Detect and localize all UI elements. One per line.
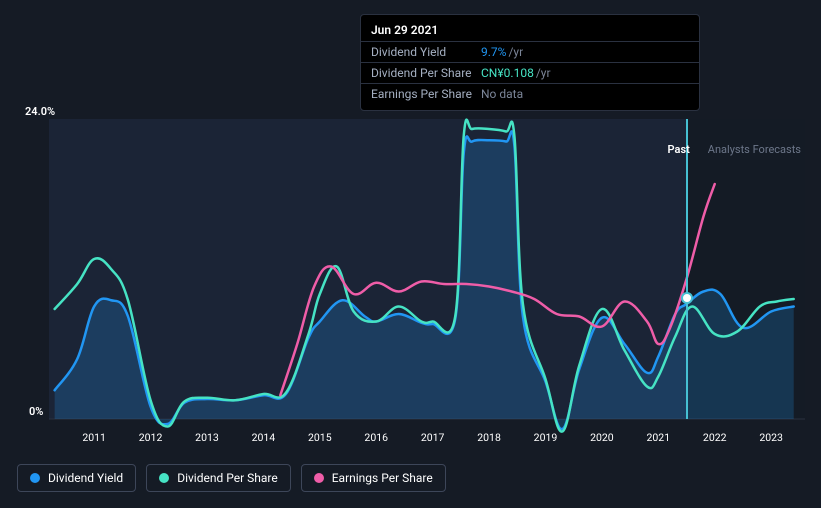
legend-dot-icon xyxy=(314,473,324,483)
tooltip-value: No data xyxy=(481,87,523,101)
tooltip-date: Jun 29 2021 xyxy=(361,21,699,41)
phase-past-label: Past xyxy=(668,143,690,156)
phase-forecast-label: Analysts Forecasts xyxy=(708,143,801,156)
legend-earnings-per-share[interactable]: Earnings Per Share xyxy=(301,464,446,492)
tooltip-row: Dividend Per Share CN¥0.108 /yr xyxy=(361,62,699,83)
legend-dividend-per-share[interactable]: Dividend Per Share xyxy=(146,464,291,492)
x-axis: 2011 2012 2013 2014 2015 2016 2017 2018 2019 2020… xyxy=(49,431,805,447)
x-axis-tick: 2021 xyxy=(647,431,671,444)
legend-label: Dividend Per Share xyxy=(177,471,278,485)
tooltip-unit: /yr xyxy=(508,45,523,59)
tooltip-label: Earnings Per Share xyxy=(371,87,481,101)
chart-svg xyxy=(49,119,805,419)
tooltip-label: Dividend Per Share xyxy=(371,66,481,80)
y-axis-max-label: 24.0% xyxy=(25,105,55,118)
tooltip-label: Dividend Yield xyxy=(371,45,481,59)
y-axis-min-label: 0% xyxy=(29,405,43,418)
tooltip-row: Dividend Yield 9.7% /yr xyxy=(361,41,699,62)
chart-container: 24.0% 0% Past Analysts Forecasts 2011201… xyxy=(17,105,805,445)
plot-area[interactable]: Past Analysts Forecasts xyxy=(49,119,805,419)
x-axis-tick: 2018 xyxy=(477,431,501,444)
legend-dot-icon xyxy=(30,473,40,483)
x-axis-tick: 2019 xyxy=(534,431,558,444)
x-axis-tick: 2022 xyxy=(703,431,727,444)
x-axis-tick: 2014 xyxy=(252,431,276,444)
legend-container: Dividend Yield Dividend Per Share Earnin… xyxy=(17,464,446,492)
phase-labels: Past Analysts Forecasts xyxy=(668,143,801,156)
legend-dividend-yield[interactable]: Dividend Yield xyxy=(17,464,136,492)
tooltip-value: 9.7% xyxy=(481,45,506,59)
cursor-vertical-line xyxy=(686,119,688,419)
legend-label: Dividend Yield xyxy=(48,471,123,485)
x-axis-tick: 2020 xyxy=(590,431,614,444)
cursor-marker xyxy=(681,292,693,304)
legend-dot-icon xyxy=(159,473,169,483)
x-axis-tick: 2015 xyxy=(308,431,332,444)
x-axis-tick: 2023 xyxy=(759,431,783,444)
chart-tooltip: Jun 29 2021 Dividend Yield 9.7% /yr Divi… xyxy=(360,14,700,111)
x-axis-tick: 2013 xyxy=(195,431,219,444)
tooltip-value: CN¥0.108 xyxy=(481,66,534,80)
x-axis-tick: 2011 xyxy=(82,431,106,444)
x-axis-tick: 2017 xyxy=(421,431,445,444)
x-axis-tick: 2016 xyxy=(364,431,388,444)
tooltip-row: Earnings Per Share No data xyxy=(361,83,699,104)
legend-label: Earnings Per Share xyxy=(332,471,433,485)
tooltip-unit: /yr xyxy=(536,66,551,80)
x-axis-tick: 2012 xyxy=(139,431,163,444)
